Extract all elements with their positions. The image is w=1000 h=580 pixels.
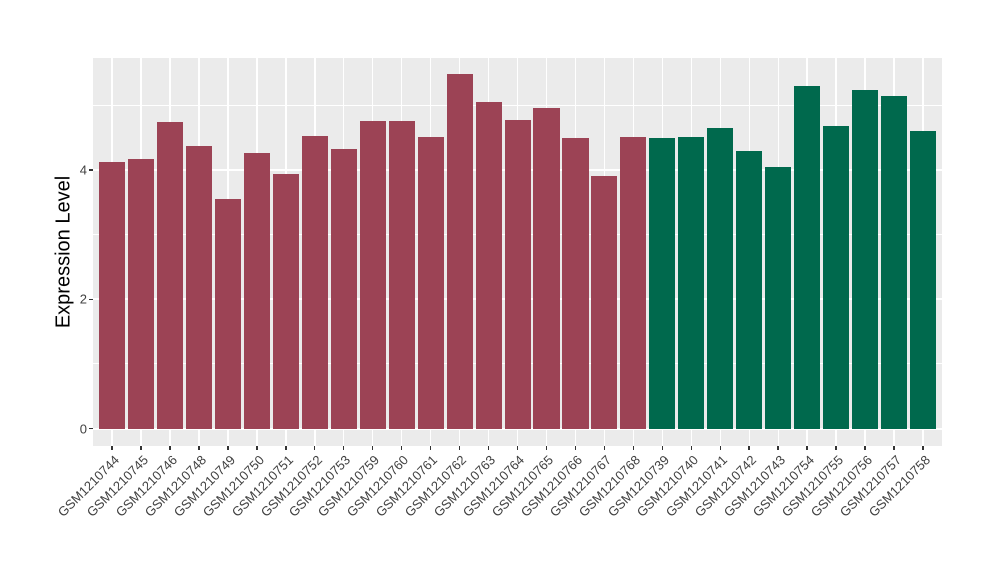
bar-slot (851, 58, 880, 446)
x-tick (140, 446, 142, 450)
y-axis-tick-label: 2 (79, 291, 87, 307)
bar-GSM1210756 (852, 90, 879, 429)
x-tick (661, 446, 664, 450)
x-tick (603, 446, 606, 450)
bar-slot (416, 58, 445, 446)
bar-GSM1210765 (533, 108, 560, 429)
bar-GSM1210759 (359, 121, 386, 429)
bar-GSM1210746 (156, 122, 183, 429)
bar-slot (213, 58, 242, 446)
x-tick (400, 446, 403, 450)
bar-GSM1210767 (591, 175, 618, 429)
bar-slot (735, 58, 764, 446)
x-tick (256, 446, 258, 450)
x-tick (777, 446, 779, 450)
bar-GSM1210760 (388, 121, 415, 429)
bar-GSM1210755 (823, 126, 850, 429)
bar-GSM1210740 (678, 137, 705, 429)
bar-GSM1210762 (446, 73, 473, 429)
bar-slot (909, 58, 938, 446)
bar-slot (387, 58, 416, 446)
x-tick (111, 446, 113, 450)
bar-slot (445, 58, 474, 446)
bar-GSM1210739 (649, 137, 676, 429)
bar-slot (98, 58, 127, 446)
x-tick (690, 446, 693, 450)
x-tick (458, 446, 461, 450)
bar-GSM1210754 (794, 86, 821, 429)
x-tick (864, 446, 866, 450)
bar-slot (648, 58, 677, 446)
x-tick (342, 446, 345, 450)
y-axis-tick-label: 4 (79, 162, 87, 178)
bar-slot (184, 58, 213, 446)
bar-GSM1210741 (707, 128, 734, 429)
bar-GSM1210758 (910, 130, 937, 429)
bar-slot (793, 58, 822, 446)
bar-GSM1210768 (620, 137, 647, 429)
x-tick (922, 446, 924, 450)
bar-GSM1210757 (881, 96, 908, 429)
bar-slot (590, 58, 619, 446)
bar-GSM1210752 (301, 135, 328, 429)
bar-slot (619, 58, 648, 446)
x-tick (169, 446, 171, 450)
x-tick (227, 446, 229, 450)
bar-slot (880, 58, 909, 446)
x-tick (574, 446, 577, 450)
x-tick (835, 446, 837, 450)
y-tick (89, 427, 93, 430)
bar-GSM1210751 (272, 173, 299, 429)
bar-GSM1210745 (127, 159, 154, 429)
bar-GSM1210748 (185, 145, 212, 429)
bar-slot (300, 58, 329, 446)
bar-GSM1210743 (765, 166, 792, 429)
bar-slot (329, 58, 358, 446)
x-tick (516, 446, 519, 450)
bar-slot (155, 58, 184, 446)
bar-slot (503, 58, 532, 446)
x-tick (487, 446, 490, 450)
bar-GSM1210764 (504, 119, 531, 429)
y-tick (89, 298, 93, 301)
x-tick (198, 446, 200, 450)
bar-slot (764, 58, 793, 446)
bar-slot (706, 58, 735, 446)
chart-panel (93, 58, 942, 446)
bar-GSM1210742 (736, 150, 763, 429)
bar-GSM1210749 (214, 199, 241, 429)
y-axis-tick-label: 0 (79, 421, 87, 436)
bar-GSM1210744 (98, 161, 125, 429)
bar-slot (126, 58, 155, 446)
bar-slot (532, 58, 561, 446)
bar-slot (242, 58, 271, 446)
bar-GSM1210753 (330, 148, 357, 429)
x-tick (748, 446, 750, 450)
x-tick (313, 446, 316, 450)
bar-GSM1210766 (562, 137, 589, 429)
x-tick (371, 446, 374, 450)
bars-row (98, 58, 938, 446)
x-tick (285, 446, 287, 450)
y-axis-title-text: Expression Level (52, 175, 75, 329)
bar-slot (474, 58, 503, 446)
x-tick (719, 446, 721, 450)
bar-GSM1210763 (475, 102, 502, 429)
y-tick (89, 169, 93, 171)
bar-slot (561, 58, 590, 446)
bar-GSM1210750 (243, 152, 270, 429)
x-tick (545, 446, 548, 450)
bar-slot (822, 58, 851, 446)
x-tick (893, 446, 895, 450)
bar-GSM1210761 (417, 137, 444, 429)
bar-slot (358, 58, 387, 446)
bar-slot (677, 58, 706, 446)
x-tick (429, 446, 432, 450)
x-tick (806, 446, 808, 450)
bar-slot (271, 58, 300, 446)
x-tick (632, 446, 635, 450)
